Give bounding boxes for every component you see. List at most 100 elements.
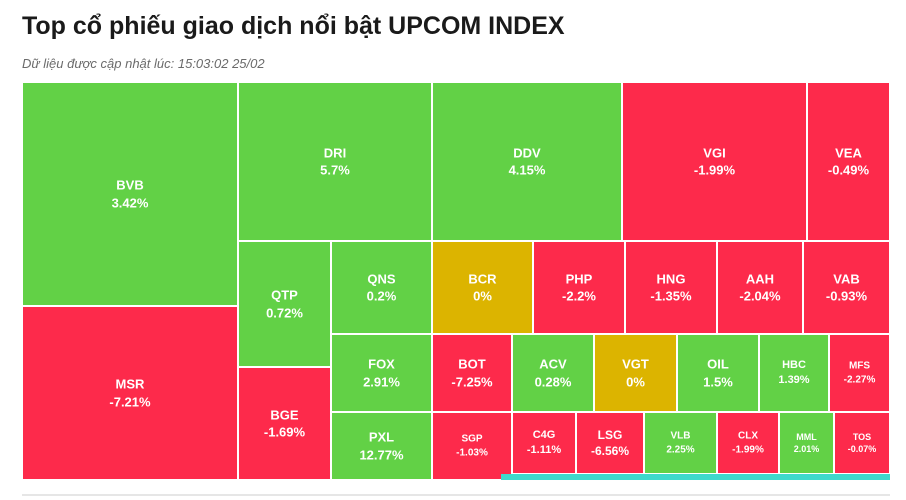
- treemap-cell-label: MML 2.01%: [780, 431, 833, 455]
- treemap-cell-ddv[interactable]: DDV 4.15%: [432, 82, 622, 241]
- change-label: -1.35%: [650, 288, 692, 304]
- treemap-cell-label: DRI 5.7%: [239, 144, 431, 179]
- ticker-label: BCR: [468, 270, 497, 286]
- change-label: -2.2%: [562, 288, 596, 304]
- change-label: -2.27%: [843, 374, 876, 385]
- ticker-label: PHP: [565, 270, 593, 286]
- change-label: -1.99%: [693, 162, 736, 178]
- treemap-cell-vea[interactable]: VEA -0.49%: [807, 82, 890, 241]
- treemap-cell-vgi[interactable]: VGI -1.99%: [622, 82, 807, 241]
- ticker-label: MML: [796, 431, 817, 442]
- ticker-label: MSR: [115, 376, 145, 392]
- ticker-label: ACV: [539, 356, 567, 372]
- treemap-cell-label: ACV 0.28%: [513, 355, 593, 390]
- ticker-label: OIL: [707, 356, 729, 372]
- change-label: 2.91%: [363, 374, 400, 389]
- treemap-cell-sgp[interactable]: SGP -1.03%: [432, 412, 512, 480]
- treemap-cell-pxl[interactable]: PXL 12.77%: [331, 412, 432, 480]
- ticker-label: QTP: [271, 287, 298, 303]
- treemap-cell-oil[interactable]: OIL 1.5%: [677, 334, 759, 412]
- treemap-cell-bot[interactable]: BOT -7.25%: [432, 334, 512, 412]
- treemap-cell-bge[interactable]: BGE -1.69%: [238, 367, 331, 480]
- treemap-cell-label: TOS -0.07%: [835, 431, 889, 455]
- ticker-label: BVB: [116, 177, 144, 193]
- last-updated-text: Dữ liệu được cập nhật lúc: 15:03:02 25/0…: [22, 56, 265, 71]
- ticker-label: AAH: [745, 270, 775, 286]
- treemap-cell-label: LSG -6.56%: [577, 427, 643, 459]
- treemap-cell-tos[interactable]: TOS -0.07%: [834, 412, 890, 474]
- ticker-label: FOX: [368, 356, 395, 372]
- treemap-cell-label: FOX 2.91%: [332, 355, 431, 390]
- ticker-label: HBC: [782, 359, 806, 372]
- treemap-cell-label: SGP -1.03%: [433, 433, 511, 460]
- change-label: -7.21%: [109, 394, 151, 409]
- treemap-cell-bvb[interactable]: BVB 3.42%: [22, 82, 238, 306]
- treemap-cell-label: CLX -1.99%: [718, 430, 778, 457]
- ticker-label: TOS: [852, 431, 872, 442]
- ticker-label: CLX: [738, 430, 758, 442]
- ticker-label: C4G: [532, 429, 556, 442]
- treemap-cell-c4g[interactable]: C4G -1.11%: [512, 412, 576, 474]
- treemap-cell-label: BVB 3.42%: [23, 176, 237, 211]
- treemap-cell-aah[interactable]: AAH -2.04%: [717, 241, 803, 334]
- change-label: -1.99%: [732, 444, 764, 455]
- treemap-cell-fox[interactable]: FOX 2.91%: [331, 334, 432, 412]
- treemap-cell-bcr[interactable]: BCR 0%: [432, 241, 533, 334]
- treemap-cell-label: HNG -1.35%: [626, 270, 716, 305]
- ticker-label: QNS: [367, 270, 396, 286]
- change-label: -7.25%: [451, 374, 493, 389]
- treemap-cell-label: VEA -0.49%: [808, 144, 889, 179]
- change-label: 2.25%: [666, 444, 695, 455]
- change-label: -6.56%: [590, 444, 630, 458]
- ticker-label: BGE: [270, 406, 299, 422]
- treemap-cell-hbc[interactable]: HBC 1.39%: [759, 334, 829, 412]
- change-label: 2.01%: [793, 444, 820, 454]
- treemap-cell-qtp[interactable]: QTP 0.72%: [238, 241, 331, 367]
- page-title: Top cổ phiếu giao dịch nổi bật UPCOM IND…: [22, 12, 565, 40]
- ticker-label: MFS: [848, 360, 871, 372]
- treemap-cell-php[interactable]: PHP -2.2%: [533, 241, 625, 334]
- treemap-cell-vab[interactable]: VAB -0.93%: [803, 241, 890, 334]
- change-label: -0.49%: [827, 162, 870, 178]
- change-label: 3.42%: [111, 195, 149, 210]
- treemap-cell-label: QTP 0.72%: [239, 286, 330, 321]
- treemap-cell-label: PXL 12.77%: [332, 428, 431, 463]
- treemap-cell-label: DDV 4.15%: [433, 144, 621, 179]
- bottom-divider: [22, 494, 890, 496]
- ticker-label: LSG: [597, 427, 623, 442]
- ticker-label: SGP: [461, 433, 483, 445]
- treemap-cell-vlb[interactable]: VLB 2.25%: [644, 412, 717, 474]
- treemap-cell-label: MSR -7.21%: [23, 375, 237, 410]
- treemap-cell-label: OIL 1.5%: [678, 355, 758, 390]
- treemap-cell-lsg[interactable]: LSG -6.56%: [576, 412, 644, 474]
- change-label: 0.72%: [266, 305, 303, 320]
- change-label: 12.77%: [359, 447, 404, 462]
- treemap-cell-mfs[interactable]: MFS -2.27%: [829, 334, 890, 412]
- treemap-cell-qns[interactable]: QNS 0.2%: [331, 241, 432, 334]
- treemap-chart: BVB 3.42% MSR -7.21% DRI 5.7% DDV 4.15% VGI -1.99…: [22, 82, 890, 480]
- ticker-label: DRI: [323, 144, 347, 160]
- treemap-cell-msr[interactable]: MSR -7.21%: [22, 306, 238, 480]
- change-label: -1.03%: [456, 447, 488, 458]
- change-label: 1.39%: [778, 374, 810, 386]
- treemap-cell-clx[interactable]: CLX -1.99%: [717, 412, 779, 474]
- ticker-label: VGI: [703, 144, 726, 160]
- treemap-cell-label: PHP -2.2%: [534, 270, 624, 305]
- treemap-cell-acv[interactable]: ACV 0.28%: [512, 334, 594, 412]
- change-label: 1.5%: [703, 374, 733, 389]
- ticker-label: BOT: [458, 356, 486, 372]
- treemap-cell-hng[interactable]: HNG -1.35%: [625, 241, 717, 334]
- treemap-cell-vgt[interactable]: VGT 0%: [594, 334, 677, 412]
- treemap-cell-dri[interactable]: DRI 5.7%: [238, 82, 432, 241]
- treemap-cell-label: VGI -1.99%: [623, 144, 806, 179]
- treemap-cell-label: BCR 0%: [433, 270, 532, 305]
- ticker-label: VGT: [622, 356, 649, 372]
- ticker-label: VEA: [835, 144, 862, 160]
- ticker-label: PXL: [368, 429, 395, 445]
- ticker-label: DDV: [513, 144, 541, 160]
- change-label: 4.15%: [508, 162, 546, 178]
- treemap-cell-label: HBC 1.39%: [760, 358, 828, 388]
- treemap-cell-mml[interactable]: MML 2.01%: [779, 412, 834, 474]
- treemap-cell-label: VAB -0.93%: [804, 270, 889, 305]
- change-label: 5.7%: [320, 162, 350, 178]
